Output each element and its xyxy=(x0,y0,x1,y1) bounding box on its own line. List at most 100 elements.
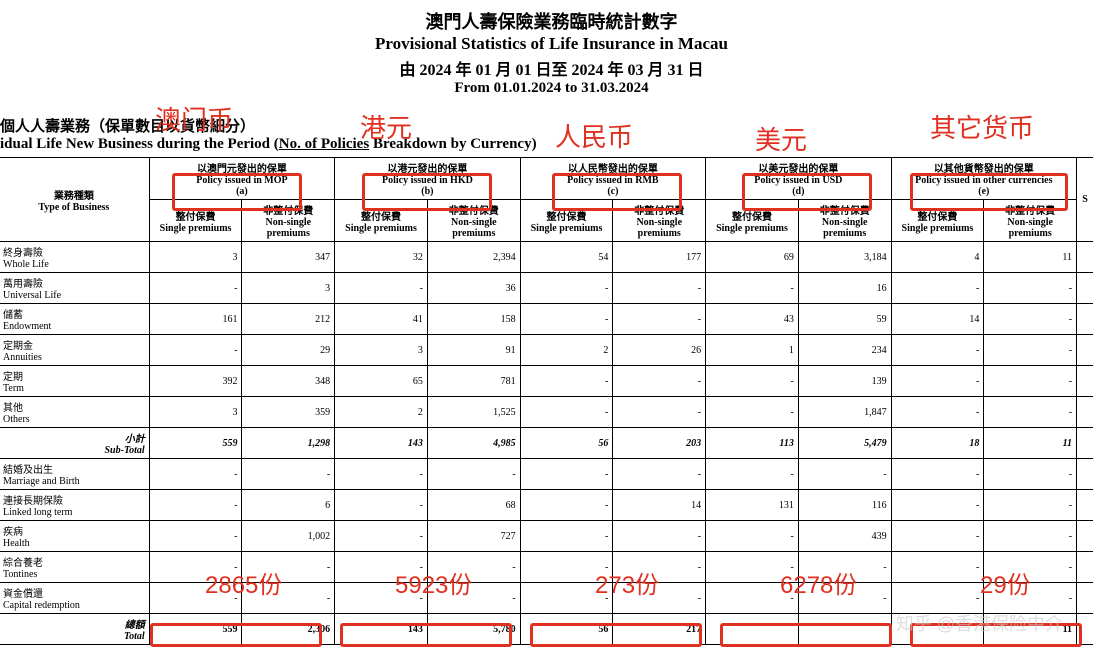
row-label: 連接長期保險Linked long term xyxy=(0,490,149,521)
cell: - xyxy=(984,459,1077,490)
subtitle-en-underline: No. of Policies xyxy=(279,136,369,152)
cell: 347 xyxy=(242,242,335,273)
cell: - xyxy=(706,583,799,614)
cell: 65 xyxy=(335,366,428,397)
cell: 131 xyxy=(706,490,799,521)
cell: 5,780 xyxy=(427,614,520,645)
cell: 781 xyxy=(427,366,520,397)
cell: - xyxy=(613,459,706,490)
cell: - xyxy=(520,521,613,552)
subcol-single-4: 整付保費Single premiums xyxy=(891,200,984,242)
cell: 392 xyxy=(149,366,242,397)
cell: 559 xyxy=(149,428,242,459)
cell: 1,002 xyxy=(242,521,335,552)
cell: - xyxy=(242,459,335,490)
table-head: 業務種類Type of Business以澳門元發出的保單Policy issu… xyxy=(0,158,1093,242)
cell-stub xyxy=(1077,242,1093,273)
cell: - xyxy=(613,397,706,428)
table-row: 資金償還Capital redemption---------- xyxy=(0,583,1093,614)
subcol-nonsingle-2: 非整付保費Non-single premiums xyxy=(613,200,706,242)
cell: 6 xyxy=(242,490,335,521)
cell: - xyxy=(149,459,242,490)
cell: 559 xyxy=(149,614,242,645)
cell: - xyxy=(891,397,984,428)
cell: - xyxy=(798,583,891,614)
cell: 2,394 xyxy=(427,242,520,273)
row-label: 小計Sub-Total xyxy=(0,428,149,459)
cell-stub xyxy=(1077,366,1093,397)
cell: - xyxy=(613,521,706,552)
row-label: 定期金Annuities xyxy=(0,335,149,366)
cell xyxy=(798,614,891,645)
cell: 3,184 xyxy=(798,242,891,273)
table-row: 綜合養老Tontines---------- xyxy=(0,552,1093,583)
date-range-en: From 01.01.2024 to 31.03.2024 xyxy=(0,80,1103,97)
cell: - xyxy=(149,273,242,304)
table-row: 終身壽險Whole Life3347322,39454177693,184411 xyxy=(0,242,1093,273)
subcol-nonsingle-1: 非整付保費Non-single premiums xyxy=(427,200,520,242)
cell: - xyxy=(798,552,891,583)
cell: - xyxy=(891,521,984,552)
cell: - xyxy=(613,583,706,614)
cell: 439 xyxy=(798,521,891,552)
cell: - xyxy=(984,304,1077,335)
cell: - xyxy=(520,583,613,614)
cell-stub xyxy=(1077,428,1093,459)
cell: 217 xyxy=(613,614,706,645)
date-range-cn: 由 2024 年 01 月 01 日至 2024 年 03 月 31 日 xyxy=(0,56,1103,80)
cell: 14 xyxy=(613,490,706,521)
cell: - xyxy=(613,552,706,583)
cell: - xyxy=(891,273,984,304)
row-label: 總額Total xyxy=(0,614,149,645)
cell: 1,525 xyxy=(427,397,520,428)
cell: 348 xyxy=(242,366,335,397)
cell: - xyxy=(984,366,1077,397)
cell: 56 xyxy=(520,614,613,645)
cell: 143 xyxy=(335,428,428,459)
cell: - xyxy=(984,521,1077,552)
cell: - xyxy=(706,273,799,304)
cell: - xyxy=(706,459,799,490)
cell: - xyxy=(520,304,613,335)
cell: 4 xyxy=(891,242,984,273)
cell: - xyxy=(335,552,428,583)
row-label: 定期Term xyxy=(0,366,149,397)
table-row: 萬用壽險Universal Life-3-36---16-- xyxy=(0,273,1093,304)
cell: 1 xyxy=(706,335,799,366)
col-group-0: 以澳門元發出的保單Policy issued in MOP(a) xyxy=(149,158,334,200)
cell: - xyxy=(706,366,799,397)
cell: 14 xyxy=(891,304,984,335)
table-row: 定期金Annuities-293912261234-- xyxy=(0,335,1093,366)
row-label: 萬用壽險Universal Life xyxy=(0,273,149,304)
cell: 161 xyxy=(149,304,242,335)
row-label: 儲蓄Endowment xyxy=(0,304,149,335)
table-row: 儲蓄Endowment16121241158--435914- xyxy=(0,304,1093,335)
cell: - xyxy=(891,366,984,397)
cell: 2,306 xyxy=(242,614,335,645)
cell: - xyxy=(891,552,984,583)
cell-stub xyxy=(1077,397,1093,428)
cell: - xyxy=(706,521,799,552)
cell: - xyxy=(335,490,428,521)
cell: - xyxy=(984,397,1077,428)
title-en: Provisional Statistics of Life Insurance… xyxy=(0,34,1103,54)
cell: - xyxy=(520,552,613,583)
cell-stub xyxy=(1077,490,1093,521)
cell: - xyxy=(891,583,984,614)
cell: - xyxy=(149,552,242,583)
cell: 26 xyxy=(613,335,706,366)
cell: - xyxy=(891,459,984,490)
cell: 29 xyxy=(242,335,335,366)
cell-stub xyxy=(1077,552,1093,583)
cell: 3 xyxy=(149,397,242,428)
row-label: 終身壽險Whole Life xyxy=(0,242,149,273)
cell-stub xyxy=(1077,273,1093,304)
cell: 177 xyxy=(613,242,706,273)
cell-stub xyxy=(1077,583,1093,614)
cell: 2 xyxy=(520,335,613,366)
cell-stub xyxy=(1077,335,1093,366)
cell: 69 xyxy=(706,242,799,273)
table-row: 定期Term39234865781---139-- xyxy=(0,366,1093,397)
table-row: 疾病Health-1,002-727---439-- xyxy=(0,521,1093,552)
cell-stub xyxy=(1077,614,1093,645)
